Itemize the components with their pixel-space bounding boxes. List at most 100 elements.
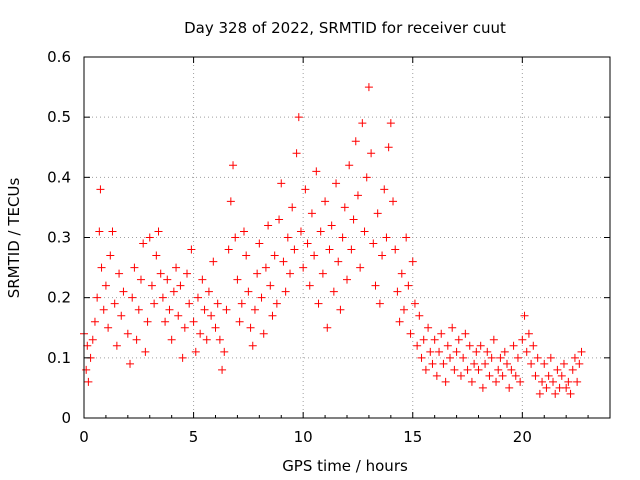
data-point — [367, 149, 376, 158]
data-point — [136, 275, 145, 284]
data-point — [450, 365, 459, 374]
data-point — [500, 347, 509, 356]
data-point — [334, 257, 343, 266]
data-point — [535, 389, 544, 398]
data-point — [95, 227, 104, 236]
data-point — [406, 329, 415, 338]
data-point — [481, 359, 490, 368]
data-point — [180, 323, 189, 332]
data-point — [336, 305, 345, 314]
data-point — [347, 245, 356, 254]
data-point — [410, 299, 419, 308]
data-point — [134, 305, 143, 314]
data-point — [456, 371, 465, 380]
data-point — [292, 149, 301, 158]
data-point — [261, 263, 270, 272]
data-point — [428, 359, 437, 368]
data-point — [404, 281, 413, 290]
data-point — [373, 209, 382, 218]
data-point — [303, 239, 312, 248]
data-point — [90, 317, 99, 326]
data-point — [327, 221, 336, 230]
data-point — [112, 341, 121, 350]
data-point — [237, 299, 246, 308]
data-point — [154, 227, 163, 236]
data-point — [123, 329, 132, 338]
data-point — [362, 173, 371, 182]
data-point — [386, 119, 395, 128]
data-point — [239, 227, 248, 236]
data-point — [371, 281, 380, 290]
data-point — [286, 269, 295, 278]
data-point — [272, 299, 281, 308]
data-point — [402, 233, 411, 242]
data-point — [218, 365, 227, 374]
data-point — [533, 353, 542, 362]
axis-ticks — [83, 56, 611, 419]
data-point — [281, 287, 290, 296]
data-point — [161, 317, 170, 326]
data-point — [97, 263, 106, 272]
data-point — [384, 143, 393, 152]
data-point — [101, 281, 110, 290]
data-point — [147, 281, 156, 290]
data-point — [110, 299, 119, 308]
data-point — [305, 281, 314, 290]
data-point — [318, 269, 327, 278]
data-point — [432, 371, 441, 380]
data-point — [505, 383, 514, 392]
data-point — [132, 335, 141, 344]
data-point — [564, 377, 573, 386]
data-point — [360, 227, 369, 236]
data-point — [415, 311, 424, 320]
data-point — [323, 323, 332, 332]
data-point — [296, 227, 305, 236]
grid-lines — [84, 57, 610, 418]
data-point — [542, 383, 551, 392]
data-point — [264, 221, 273, 230]
data-point — [349, 215, 358, 224]
data-point — [332, 179, 341, 188]
data-point — [226, 197, 235, 206]
data-point — [566, 389, 575, 398]
data-point — [382, 233, 391, 242]
data-point — [187, 245, 196, 254]
data-point — [546, 353, 555, 362]
data-point — [389, 197, 398, 206]
data-point — [200, 305, 209, 314]
data-point — [476, 341, 485, 350]
data-point — [301, 185, 310, 194]
data-point — [351, 137, 360, 146]
data-point — [165, 305, 174, 314]
data-point — [207, 311, 216, 320]
data-point — [397, 269, 406, 278]
data-point — [446, 353, 455, 362]
data-point — [253, 269, 262, 278]
data-point — [448, 323, 457, 332]
data-point — [417, 353, 426, 362]
x-tick-label: 0 — [79, 428, 89, 446]
y-tick-labels: 0 0.1 0.2 0.3 0.4 0.5 0.6 — [47, 48, 71, 427]
data-point — [538, 377, 547, 386]
data-point — [235, 317, 244, 326]
data-point — [321, 197, 330, 206]
data-point — [176, 281, 185, 290]
data-point — [143, 317, 152, 326]
data-point — [502, 359, 511, 368]
data-point — [498, 371, 507, 380]
data-point — [233, 275, 242, 284]
data-point — [279, 257, 288, 266]
data-point — [139, 239, 148, 248]
data-point — [185, 299, 194, 308]
data-point — [492, 377, 501, 386]
data-point — [399, 305, 408, 314]
data-point — [242, 251, 251, 260]
data-point — [288, 203, 297, 212]
data-point — [529, 341, 538, 350]
data-point — [356, 263, 365, 272]
data-point — [209, 257, 218, 266]
x-tick-label: 20 — [513, 428, 532, 446]
data-point — [465, 341, 474, 350]
data-point — [93, 293, 102, 302]
